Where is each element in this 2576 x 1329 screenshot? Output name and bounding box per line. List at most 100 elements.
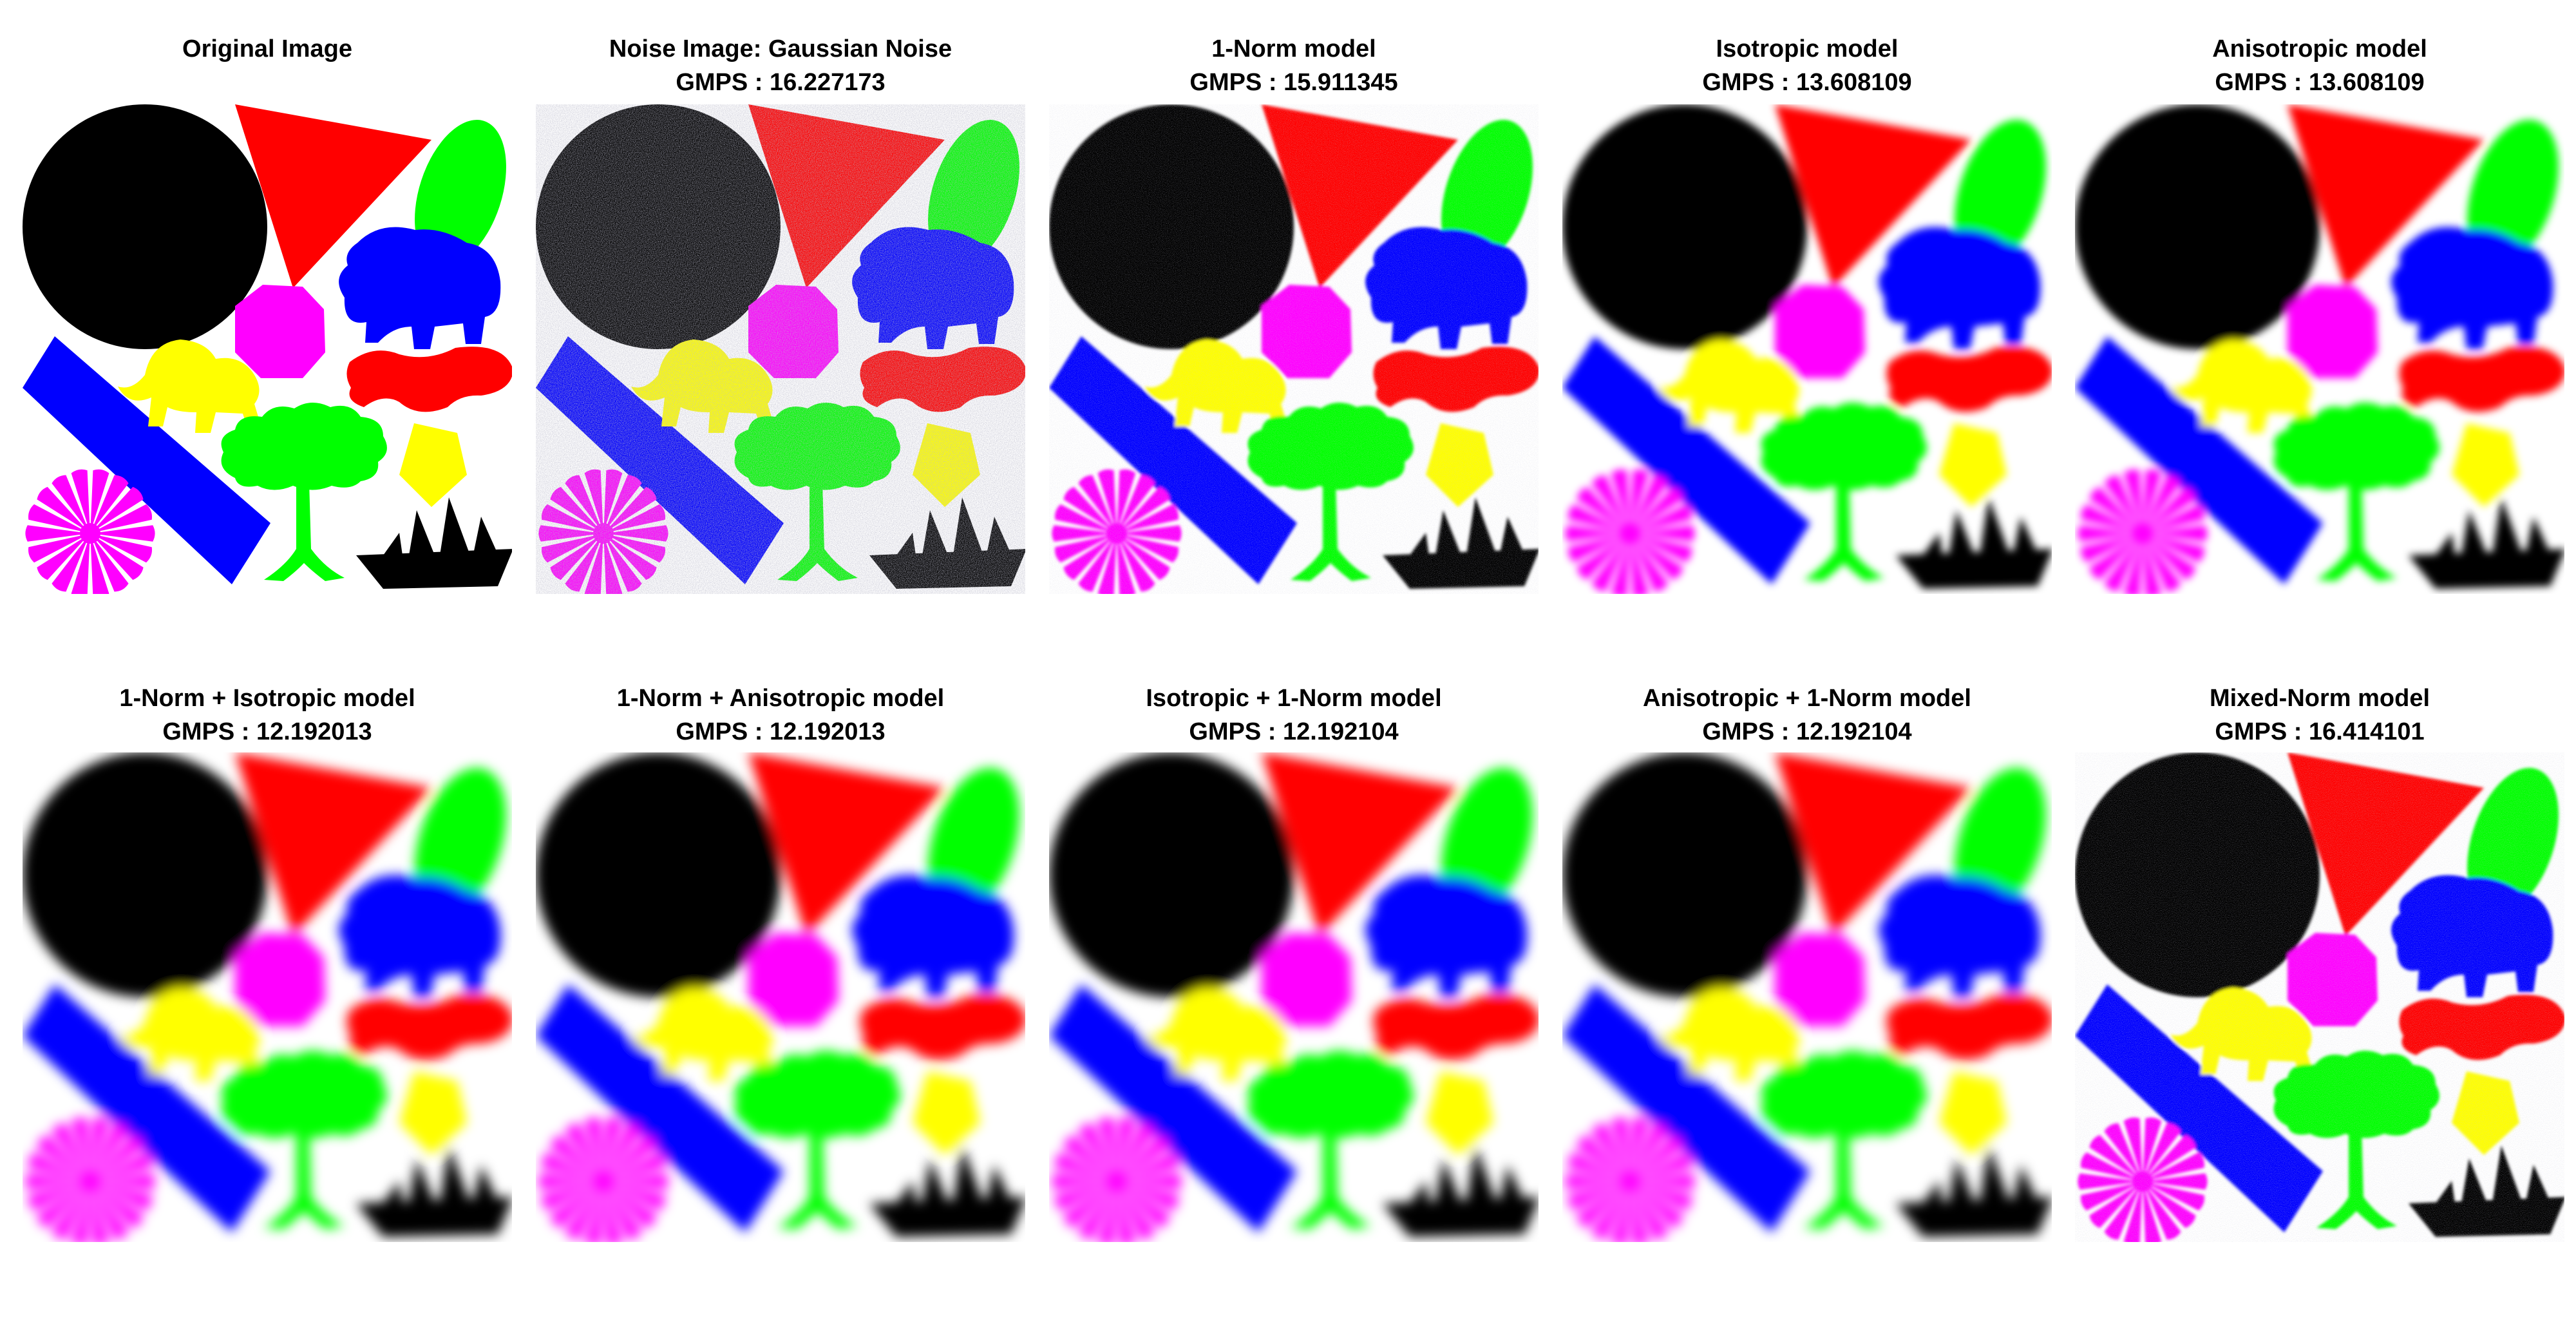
panel-metric: GMPS : 16.227173 (676, 69, 886, 96)
magenta-flower-shape (1565, 1117, 1695, 1242)
black-ship-shape (356, 497, 512, 589)
yellow-pentagon-shape (399, 1071, 467, 1155)
panel-caption: 1-Norm + Anisotropic model GMPS : 12.1920… (536, 682, 1025, 749)
blue-elephant-shape (852, 875, 1014, 997)
black-ship-shape (1896, 1145, 2052, 1237)
magenta-flower-shape (1565, 469, 1695, 594)
red-triangle-shape (2287, 104, 2484, 288)
panel-title: Anisotropic model (2212, 35, 2427, 62)
blue-rectangle-shape (536, 984, 784, 1232)
green-tree-shape (1761, 1050, 1927, 1229)
yellow-lion-shape (631, 988, 775, 1081)
black-circle-shape (23, 104, 267, 349)
yellow-lion-shape (118, 339, 262, 433)
blue-elephant-shape (2391, 227, 2553, 349)
blue-rectangle-shape (23, 984, 270, 1232)
black-circle-shape (536, 752, 781, 997)
panel-image (23, 752, 512, 1242)
magenta-octagon-shape (235, 933, 325, 1026)
panel-image (1049, 752, 1539, 1242)
blue-elephant-shape (1879, 875, 2041, 997)
panel-metric: GMPS : 16.414101 (2215, 718, 2425, 745)
blue-rectangle-shape (1562, 336, 1810, 584)
noise-overlay (536, 104, 1025, 594)
green-tree-shape (1761, 402, 1927, 581)
magenta-flower-shape (2078, 469, 2208, 594)
panel-caption: Anisotropic model GMPS : 13.608109 (2075, 32, 2564, 99)
panel-metric: GMPS : 13.608109 (1702, 69, 1912, 96)
red-bone-shape (346, 995, 512, 1060)
yellow-lion-shape (2170, 339, 2315, 433)
panel-metric: GMPS : 12.192104 (1702, 718, 1912, 745)
magenta-octagon-shape (1775, 285, 1865, 378)
panel-image (1562, 104, 2052, 594)
magenta-flower-shape (25, 469, 155, 594)
black-ship-shape (1896, 497, 2052, 589)
green-ellipse-shape (1955, 120, 2046, 267)
yellow-pentagon-shape (913, 1071, 980, 1155)
magenta-octagon-shape (2287, 285, 2378, 378)
panel-caption: Anisotropic + 1-Norm model GMPS : 12.1921… (1562, 682, 2052, 749)
panel-caption: Isotropic model GMPS : 13.608109 (1562, 32, 2052, 99)
red-bone-shape (2399, 347, 2564, 412)
panel-metric: GMPS : 12.192104 (1189, 718, 1399, 745)
black-ship-shape (356, 1145, 512, 1237)
black-circle-shape (2075, 104, 2320, 349)
green-tree-shape (1247, 1050, 1414, 1229)
green-tree-shape (2273, 402, 2439, 581)
panel-image (1562, 752, 2052, 1242)
black-ship-shape (869, 1145, 1025, 1237)
yellow-lion-shape (1658, 988, 1802, 1081)
magenta-flower-shape (25, 1117, 155, 1242)
red-triangle-shape (1775, 752, 1971, 936)
yellow-lion-shape (1144, 988, 1289, 1081)
red-bone-shape (1886, 347, 2052, 412)
panel-title: 1-Norm + Anisotropic model (616, 685, 945, 712)
panel-caption: Isotropic + 1-Norm model GMPS : 12.192104 (1049, 682, 1539, 749)
magenta-octagon-shape (1262, 933, 1352, 1026)
blue-rectangle-shape (1049, 984, 1297, 1232)
panel-title: Noise Image: Gaussian Noise (609, 35, 952, 62)
yellow-pentagon-shape (1939, 423, 2007, 507)
noise-overlay (1049, 104, 1539, 594)
blue-elephant-shape (1365, 875, 1528, 997)
yellow-pentagon-shape (2452, 423, 2519, 507)
panel-image (536, 104, 1025, 594)
panel-metric: GMPS : 12.192013 (162, 718, 372, 745)
magenta-flower-shape (1052, 1117, 1182, 1242)
red-triangle-shape (235, 104, 431, 288)
panel-caption: Original Image (23, 32, 512, 66)
black-circle-shape (23, 752, 267, 997)
red-triangle-shape (748, 752, 945, 936)
black-ship-shape (2409, 497, 2564, 589)
panel-title: Isotropic model (1716, 35, 1899, 62)
panel-caption: Mixed-Norm model GMPS : 16.414101 (2075, 682, 2564, 749)
green-ellipse-shape (415, 120, 506, 267)
blue-elephant-shape (339, 227, 501, 349)
green-tree-shape (734, 1050, 900, 1229)
green-tree-shape (221, 1050, 387, 1229)
red-bone-shape (1886, 995, 2052, 1060)
red-triangle-shape (235, 752, 431, 936)
panel-metric: GMPS : 12.192013 (676, 718, 886, 745)
magenta-octagon-shape (748, 933, 838, 1026)
green-ellipse-shape (1955, 768, 2046, 915)
black-circle-shape (1562, 752, 1807, 997)
green-ellipse-shape (2467, 120, 2559, 267)
panel-image (2075, 104, 2564, 594)
magenta-octagon-shape (235, 285, 325, 378)
green-tree-shape (221, 402, 387, 581)
blue-rectangle-shape (23, 336, 270, 584)
blue-elephant-shape (339, 875, 501, 997)
panel-title: Original Image (182, 35, 352, 62)
panel-image (536, 752, 1025, 1242)
panel-caption: 1-Norm + Isotropic model GMPS : 12.192013 (23, 682, 512, 749)
red-triangle-shape (1775, 104, 1971, 288)
yellow-lion-shape (1658, 339, 1802, 433)
red-triangle-shape (1262, 752, 1458, 936)
magenta-flower-shape (538, 1117, 668, 1242)
red-bone-shape (346, 347, 512, 412)
green-ellipse-shape (928, 768, 1019, 915)
yellow-pentagon-shape (1939, 1071, 2007, 1155)
